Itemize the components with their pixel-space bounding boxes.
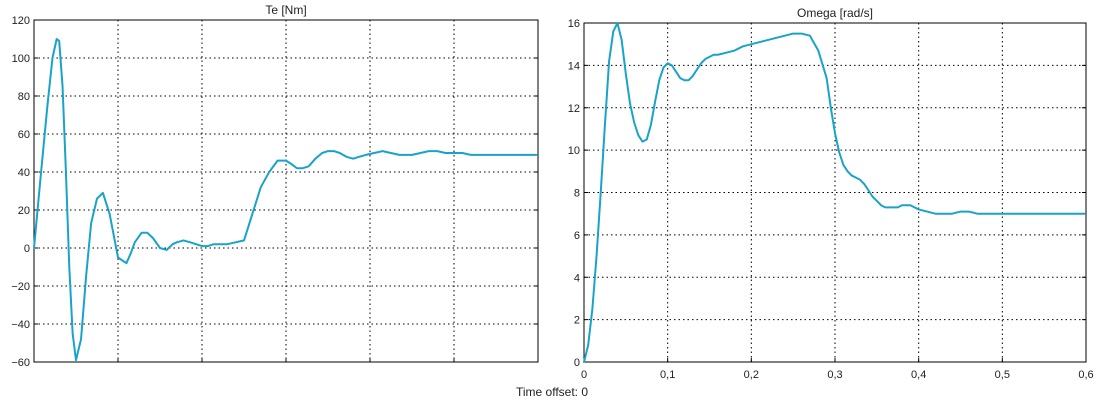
y-tick-label: 14 bbox=[568, 60, 580, 72]
x-tick-label: 0,3 bbox=[827, 369, 842, 380]
x-tick-label: 0,2 bbox=[744, 369, 759, 380]
omega-chart-panel: 0 2 4 6 8 10 12 14 16 0 0,1 0,2 0,3 0,4 0,5 0,6 Omega [r… bbox=[568, 6, 1094, 381]
y-tick-label: −40 bbox=[11, 319, 30, 331]
y-tick-label: 100 bbox=[12, 53, 30, 65]
x-tick-label: 0,4 bbox=[911, 369, 926, 380]
y-tick-label: 12 bbox=[568, 103, 580, 115]
y-tick-label: 16 bbox=[568, 18, 580, 30]
y-tick-label: 0 bbox=[24, 243, 30, 255]
time-offset-readout: Time offset: 0 bbox=[0, 385, 1104, 399]
y-tick-label: 2 bbox=[574, 315, 580, 327]
x-tick-label: 0 bbox=[581, 369, 587, 380]
series-line-0 bbox=[583, 22, 1086, 363]
y-tick-label: 120 bbox=[12, 15, 30, 27]
y-tick-label: 10 bbox=[568, 145, 580, 157]
x-tick-label: 0,5 bbox=[995, 369, 1010, 380]
y-tick-label: 0 bbox=[574, 357, 580, 369]
torque-chart-panel: −60 −40 −20 0 20 40 60 80 100 120 Te [Nm] bbox=[11, 3, 539, 369]
y-tick-label: −60 bbox=[11, 357, 30, 369]
y-tick-label: 60 bbox=[18, 129, 30, 141]
y-tick-label: 6 bbox=[574, 230, 580, 242]
chart-title: Omega [rad/s] bbox=[797, 6, 873, 20]
y-tick-label: 40 bbox=[18, 167, 30, 179]
x-tick-label: 0,1 bbox=[660, 369, 675, 380]
y-tick-label: 4 bbox=[574, 272, 580, 284]
time-offset-value: 0 bbox=[581, 385, 589, 399]
x-tick-label: 0,6 bbox=[1078, 369, 1093, 380]
chart-title: Te [Nm] bbox=[265, 3, 306, 17]
series-line-0 bbox=[33, 38, 538, 362]
y-tick-label: 80 bbox=[18, 91, 30, 103]
y-tick-label: 20 bbox=[18, 205, 30, 217]
y-tick-label: 8 bbox=[574, 188, 580, 200]
y-tick-label: −20 bbox=[11, 281, 30, 293]
time-offset-label: Time offset: bbox=[515, 385, 578, 399]
